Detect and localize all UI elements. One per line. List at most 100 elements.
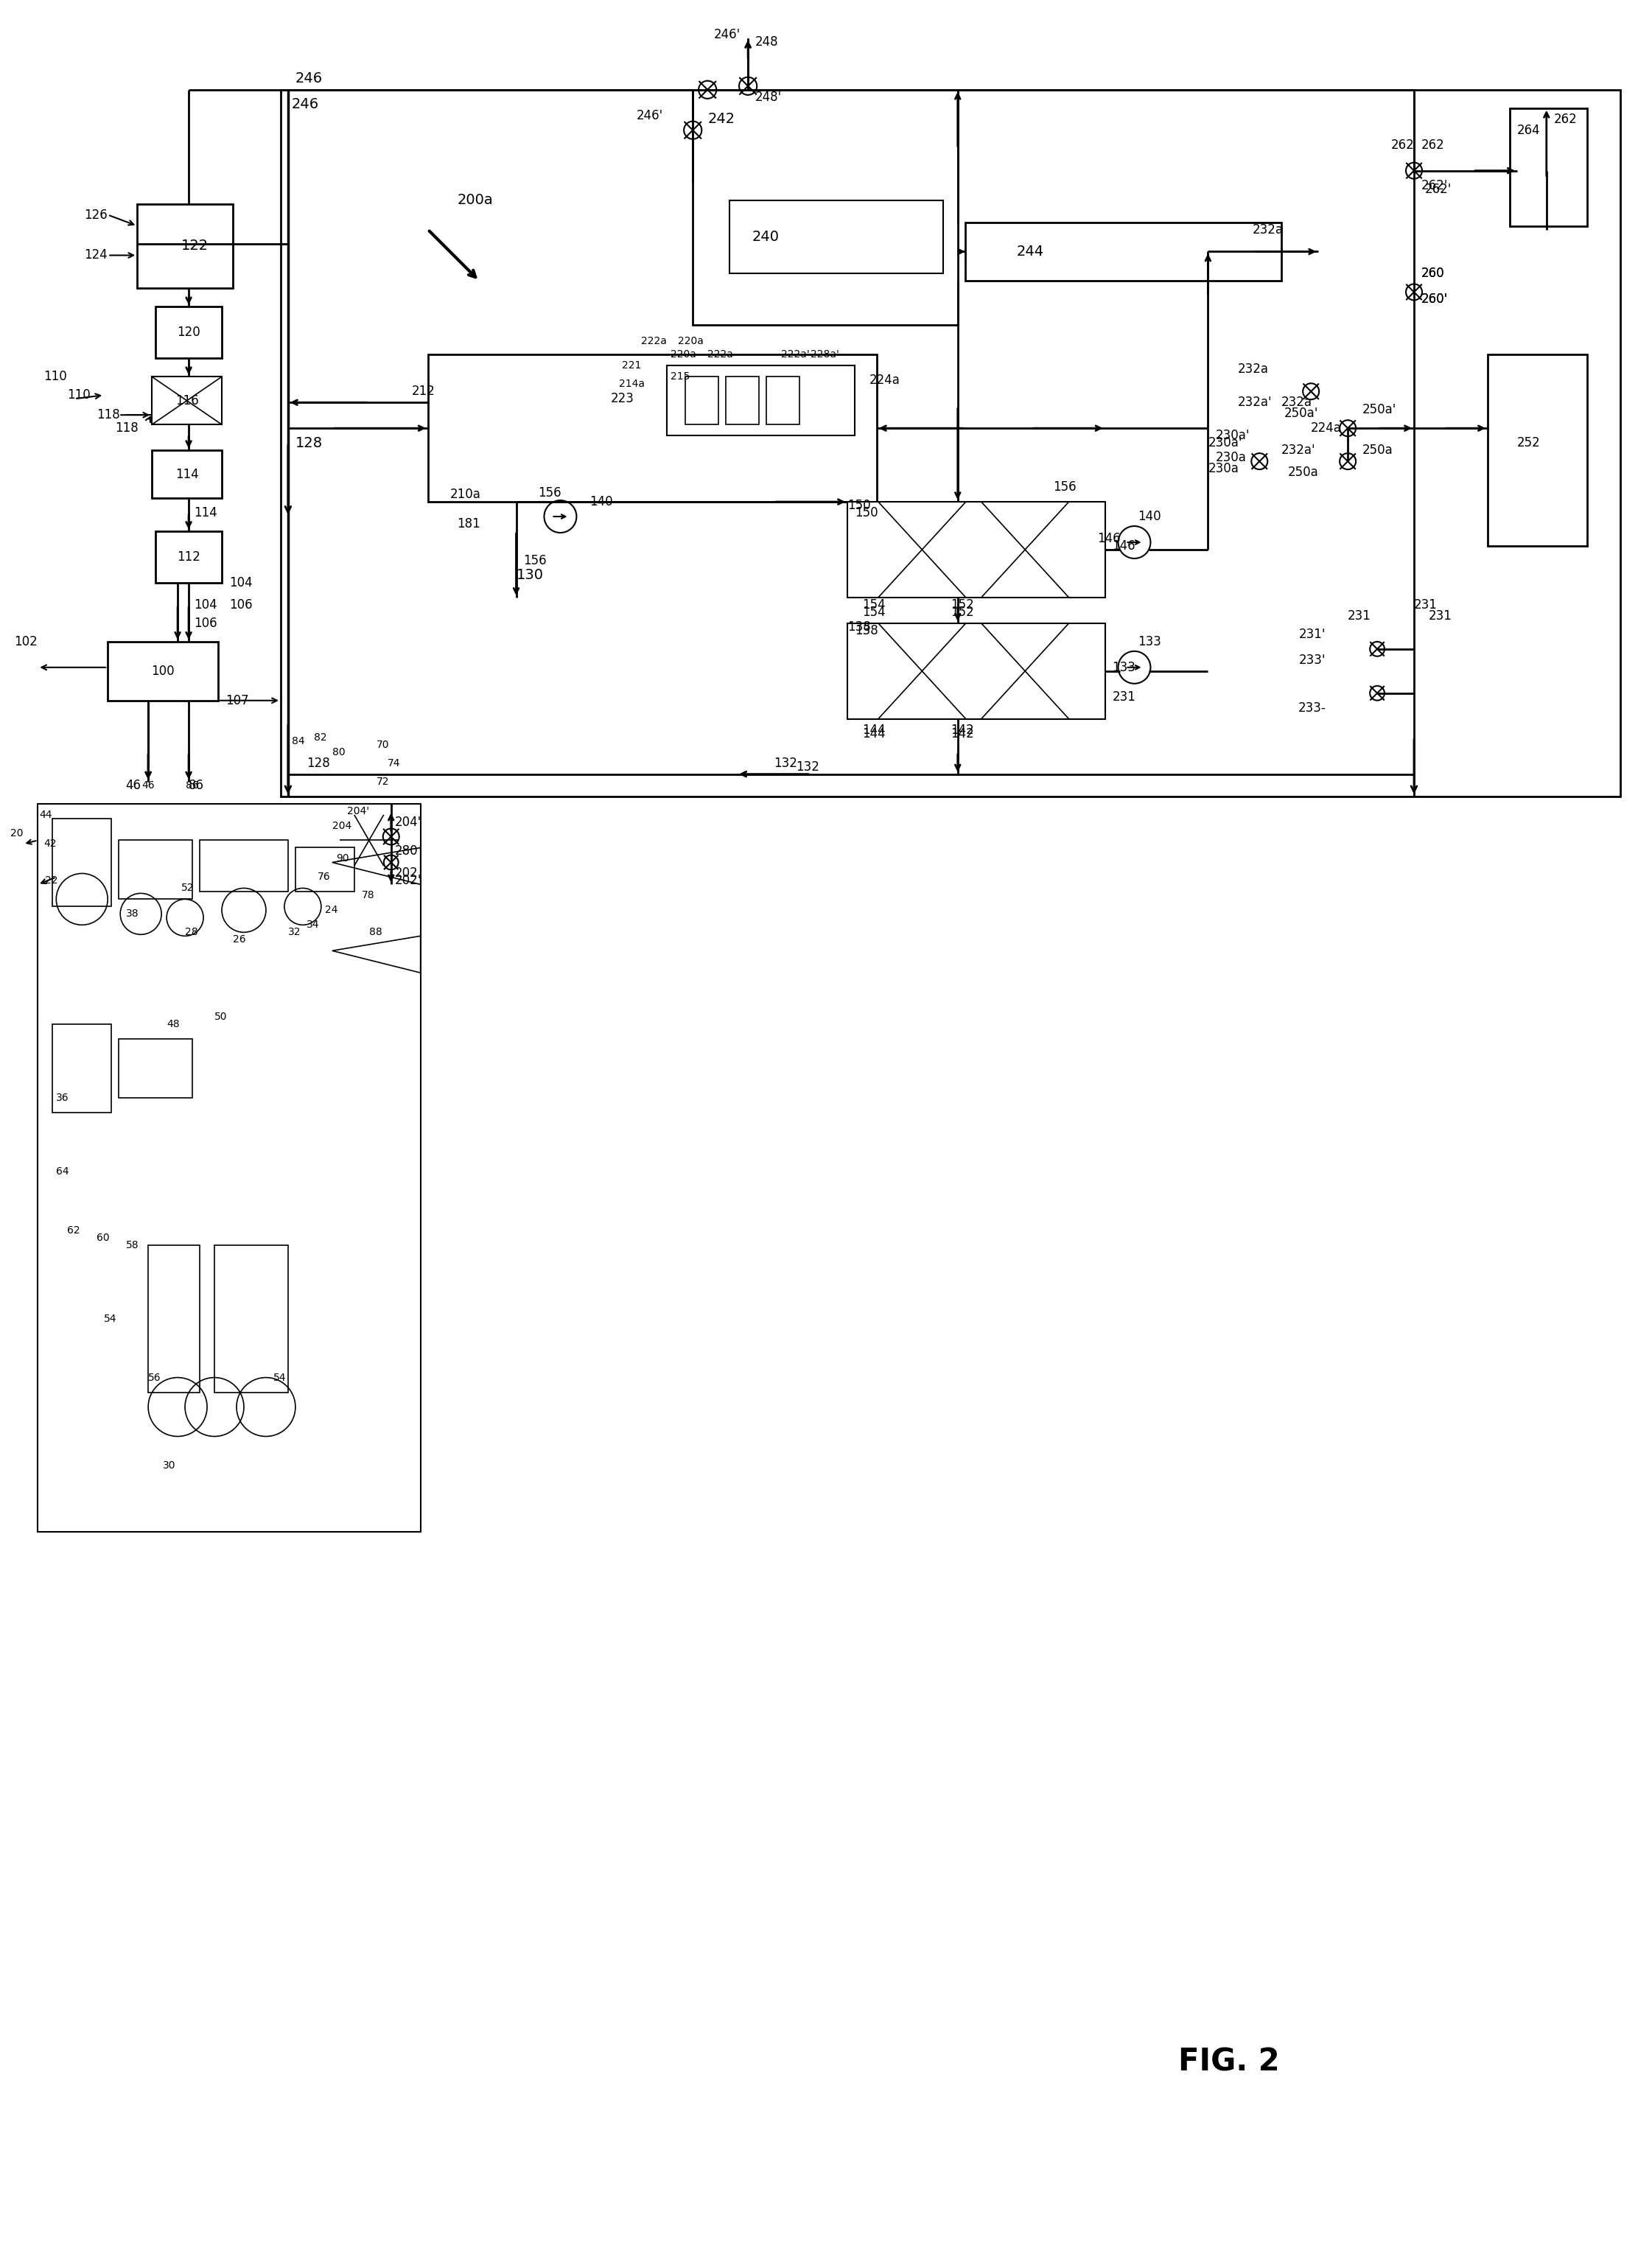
Text: 42: 42 [43, 839, 56, 848]
Text: 62: 62 [68, 1226, 81, 1235]
Text: 154: 154 [862, 597, 885, 611]
Text: 262': 262' [1421, 179, 1449, 192]
Text: 200a: 200a [458, 192, 494, 208]
Text: 116: 116 [175, 394, 198, 407]
Text: 72: 72 [377, 776, 390, 787]
Bar [107, 642, 218, 701]
Text: 118: 118 [116, 421, 139, 434]
Text: 224a: 224a [1312, 421, 1341, 434]
Text: 142: 142 [950, 726, 973, 740]
Text: 242: 242 [707, 113, 735, 127]
Text: 262: 262 [1421, 138, 1446, 152]
Text: 88: 88 [368, 927, 382, 936]
Text: 181: 181 [458, 518, 481, 532]
Text: 36: 36 [56, 1093, 69, 1104]
Text: 204': 204' [395, 814, 421, 828]
Text: 232a: 232a [1282, 396, 1312, 409]
Text: 133: 133 [1138, 636, 1161, 649]
Text: 110: 110 [68, 389, 91, 403]
Text: 86: 86 [188, 778, 205, 792]
Bar [137, 204, 233, 287]
Text: 138: 138 [847, 620, 871, 633]
Text: 231: 231 [1348, 608, 1371, 622]
Text: 128: 128 [296, 437, 322, 450]
Text: 223: 223 [611, 391, 634, 405]
Text: 232a: 232a [1252, 224, 1284, 235]
Text: 120: 120 [177, 326, 200, 339]
Text: 260: 260 [1421, 267, 1444, 280]
Text: 250a': 250a' [1363, 403, 1396, 416]
Text: 210a: 210a [449, 489, 481, 502]
Text: 54: 54 [104, 1314, 117, 1323]
Text: 280: 280 [395, 844, 418, 857]
Text: 56: 56 [149, 1373, 162, 1382]
Text: 228a': 228a' [811, 348, 839, 360]
Text: 230a': 230a' [1208, 437, 1242, 450]
Text: 114: 114 [193, 507, 216, 520]
Text: 244: 244 [1016, 244, 1044, 258]
Text: 130: 130 [515, 568, 544, 581]
Text: 246: 246 [296, 72, 322, 86]
Text: 250a': 250a' [1284, 407, 1318, 421]
Text: 140: 140 [1138, 509, 1161, 523]
Text: 262': 262' [1426, 183, 1452, 197]
Text: 222a: 222a [641, 337, 667, 346]
Text: 107: 107 [225, 694, 249, 708]
Text: 100: 100 [152, 665, 175, 679]
Text: 233': 233' [1298, 654, 1325, 667]
Text: 52: 52 [182, 882, 195, 893]
Bar [53, 819, 111, 907]
Bar [155, 308, 221, 357]
Text: 232a': 232a' [1237, 396, 1272, 409]
Text: 32: 32 [287, 927, 301, 936]
Text: 128: 128 [306, 756, 330, 769]
Text: 260': 260' [1421, 292, 1449, 305]
Text: 48: 48 [167, 1020, 180, 1029]
Text: 250a: 250a [1363, 443, 1393, 457]
Text: 204': 204' [347, 805, 368, 817]
Text: 232a: 232a [1237, 362, 1269, 375]
Text: 154: 154 [862, 606, 885, 620]
Text: 60: 60 [97, 1233, 109, 1242]
Text: 104: 104 [230, 577, 253, 590]
Text: 58: 58 [126, 1240, 139, 1251]
Bar [847, 502, 1105, 597]
Text: 142: 142 [950, 724, 973, 737]
Text: 78: 78 [362, 891, 375, 900]
Text: 150: 150 [854, 507, 877, 520]
Bar [53, 1025, 111, 1113]
Bar [1487, 355, 1588, 545]
Bar [730, 199, 943, 274]
Text: 222a: 222a [707, 348, 733, 360]
Text: 214a: 214a [620, 380, 644, 389]
Text: 220a: 220a [671, 348, 697, 360]
Bar [686, 378, 719, 425]
Bar [215, 1244, 287, 1391]
Text: 262: 262 [1555, 113, 1578, 127]
Text: 144: 144 [862, 726, 885, 740]
Bar [38, 803, 421, 1531]
Text: 133: 133 [1112, 661, 1137, 674]
Bar [281, 90, 1621, 796]
Text: 231: 231 [1429, 608, 1452, 622]
Text: 231: 231 [1414, 597, 1437, 611]
Bar [428, 355, 877, 502]
Text: 260: 260 [1421, 267, 1444, 280]
Text: 38: 38 [126, 909, 139, 918]
Text: FIG. 2: FIG. 2 [1178, 2047, 1280, 2077]
Text: 22: 22 [45, 875, 58, 887]
Bar [119, 1038, 192, 1097]
Text: 138: 138 [854, 624, 879, 638]
Text: 156: 156 [539, 486, 562, 500]
Text: 106: 106 [230, 597, 253, 611]
Bar [847, 624, 1105, 719]
Text: 102: 102 [15, 636, 38, 649]
Text: 260': 260' [1421, 292, 1449, 305]
Bar [667, 366, 854, 437]
Bar [152, 450, 221, 498]
Text: 246': 246' [636, 109, 664, 122]
Text: 84: 84 [292, 735, 304, 746]
Text: 110: 110 [45, 371, 68, 382]
Bar [965, 222, 1282, 280]
Text: 80: 80 [332, 746, 345, 758]
